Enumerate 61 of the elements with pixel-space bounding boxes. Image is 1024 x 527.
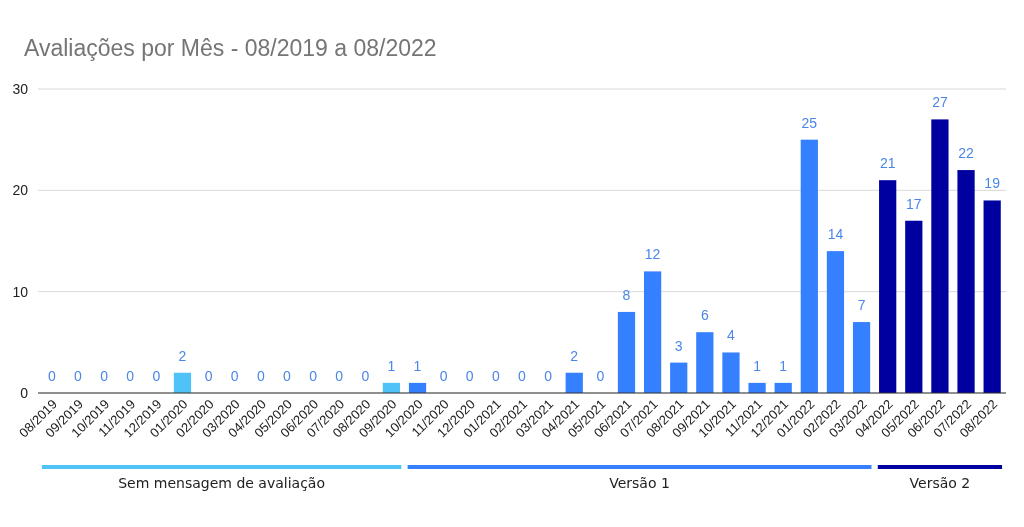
bar [173, 372, 192, 393]
data-label: 0 [518, 368, 527, 384]
data-label: 2 [178, 347, 187, 364]
data-label: 0 [309, 368, 318, 384]
data-label: 0 [74, 368, 83, 384]
bar [722, 352, 740, 393]
bar [957, 170, 975, 393]
bar [800, 139, 818, 393]
bar [983, 200, 1001, 393]
data-label: 1 [779, 357, 788, 374]
data-label: 0 [283, 368, 292, 384]
data-label: 4 [727, 327, 736, 344]
bar [617, 311, 636, 393]
text: Sem mensagem de avaliação [118, 475, 326, 491]
data-label: 12 [644, 246, 661, 263]
data-label: 2 [570, 347, 579, 364]
data-label: 21 [879, 155, 896, 172]
chart-title: Avaliações por Mês - 08/2019 a 08/2022 [24, 35, 437, 61]
data-label: 14 [827, 226, 844, 243]
bar [696, 332, 714, 393]
y-tick-label: 0 [20, 385, 29, 401]
data-label: 8 [622, 286, 631, 303]
data-label: 0 [465, 368, 474, 384]
data-label: 6 [700, 307, 709, 324]
bar [748, 382, 766, 393]
data-label: 0 [361, 368, 370, 384]
data-label: 0 [100, 368, 109, 384]
data-label: 0 [126, 368, 135, 384]
y-tick-label: 10 [12, 283, 29, 300]
data-label: 0 [230, 368, 239, 384]
data-label: 1 [413, 357, 422, 374]
data-label: 25 [801, 114, 818, 131]
data-label: 0 [47, 368, 56, 384]
bar [852, 322, 871, 393]
bar [670, 362, 688, 393]
data-label: 1 [753, 357, 762, 374]
bar [826, 251, 845, 393]
data-label: 3 [674, 337, 683, 354]
data-label: 0 [596, 368, 605, 384]
bar [931, 119, 949, 393]
bar [565, 372, 583, 393]
data-label: 0 [204, 368, 213, 384]
y-tick-label: 30 [12, 81, 29, 97]
data-label: 0 [152, 368, 161, 384]
text: Versão 1 [609, 475, 670, 491]
data-label: 19 [984, 175, 1001, 192]
data-label: 17 [906, 195, 922, 212]
data-label: 0 [544, 368, 553, 384]
bar [879, 180, 897, 393]
data-label: 0 [335, 368, 344, 384]
data-label: 0 [256, 368, 265, 384]
data-label: 7 [857, 297, 866, 314]
data-label: 22 [958, 145, 975, 162]
text: Versão 2 [909, 475, 971, 491]
bar [905, 220, 923, 393]
data-label: 0 [439, 368, 448, 384]
data-label: 27 [932, 94, 948, 111]
data-label: 0 [491, 368, 500, 384]
y-tick-label: 20 [12, 182, 29, 199]
data-label: 1 [387, 357, 396, 374]
bar [643, 271, 662, 393]
